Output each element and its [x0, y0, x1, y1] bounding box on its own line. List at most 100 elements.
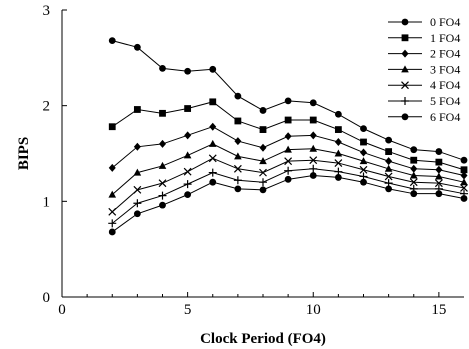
- series-6: [108, 172, 468, 236]
- data-point: [360, 148, 367, 157]
- legend-marker: [401, 34, 409, 42]
- series-1: [108, 98, 468, 174]
- data-point: [435, 165, 443, 174]
- data-point: [410, 190, 418, 198]
- data-point: [108, 228, 116, 236]
- data-point: [234, 92, 242, 100]
- data-point: [309, 172, 317, 179]
- series-5: [108, 164, 468, 228]
- data-point: [259, 107, 267, 114]
- data-point: [434, 179, 443, 188]
- data-point: [208, 139, 217, 147]
- data-point: [384, 164, 393, 172]
- data-point: [158, 179, 167, 188]
- legend-entry: 5 FO4: [388, 94, 460, 108]
- data-point: [208, 154, 217, 163]
- y-tick-label: 2: [43, 99, 51, 115]
- data-point: [334, 159, 343, 167]
- data-point: [159, 139, 166, 148]
- data-point: [360, 138, 367, 146]
- data-point: [209, 178, 217, 186]
- legend-label: 4 FO4: [430, 78, 460, 92]
- x-tick-label: 0: [58, 302, 66, 318]
- data-point: [159, 64, 166, 72]
- data-point: [435, 190, 443, 198]
- data-point: [435, 148, 443, 155]
- data-point: [159, 109, 166, 117]
- data-point: [108, 207, 117, 216]
- data-point: [359, 165, 368, 174]
- data-point: [309, 164, 318, 173]
- data-point: [309, 144, 318, 152]
- data-point: [409, 171, 418, 179]
- data-point: [309, 116, 317, 124]
- data-point: [183, 180, 192, 189]
- data-point: [259, 143, 267, 152]
- data-point: [133, 168, 142, 176]
- data-point: [133, 199, 142, 208]
- data-point: [410, 156, 418, 164]
- y-axis-title: BIPS: [16, 137, 32, 170]
- data-point: [159, 201, 166, 209]
- data-point: [410, 146, 418, 154]
- legend-marker: [401, 18, 409, 26]
- legend-marker: [401, 49, 409, 58]
- data-point: [183, 151, 192, 159]
- data-point: [410, 164, 418, 173]
- ticks: 0 5 10 15 0 1 2 3: [43, 3, 447, 318]
- data-point: [184, 105, 192, 112]
- series-0: [108, 37, 468, 164]
- x-tick-label: 5: [184, 302, 192, 318]
- data-point: [309, 99, 317, 107]
- legend-label: 2 FO4: [430, 47, 460, 61]
- data-point: [334, 110, 342, 118]
- data-point: [460, 195, 468, 202]
- data-point: [133, 43, 141, 51]
- data-point: [284, 175, 292, 183]
- data-point: [309, 131, 317, 140]
- data-point: [385, 185, 393, 193]
- legend-label: 6 FO4: [430, 110, 460, 124]
- data-point: [234, 152, 242, 160]
- legend-entry: 3 FO4: [388, 62, 460, 76]
- series-3: [108, 139, 468, 198]
- data-point: [460, 178, 468, 186]
- data-point: [460, 184, 468, 192]
- data-point: [385, 148, 393, 155]
- data-point: [284, 132, 292, 141]
- data-point: [133, 185, 142, 194]
- data-point: [158, 191, 167, 200]
- data-point: [209, 98, 217, 106]
- data-point: [259, 168, 267, 177]
- legend-marker: [401, 97, 409, 105]
- legend-entry: 4 FO4: [388, 78, 460, 92]
- legend-entry: 0 FO4: [388, 15, 460, 29]
- data-point: [385, 157, 393, 166]
- legend-label: 1 FO4: [430, 31, 460, 45]
- data-point: [158, 161, 167, 169]
- data-point: [284, 97, 292, 105]
- data-point: [360, 178, 367, 186]
- y-tick-label: 1: [43, 194, 51, 210]
- data-point: [460, 156, 468, 164]
- data-point: [309, 156, 318, 165]
- data-point: [183, 167, 192, 176]
- x-axis-title: Clock Period (FO4): [200, 331, 326, 347]
- data-point: [259, 157, 267, 165]
- x-tick-label: 15: [431, 302, 446, 318]
- legend-marker: [401, 113, 409, 121]
- legend-marker: [401, 81, 409, 90]
- data-point: [184, 131, 192, 140]
- data-point: [108, 163, 116, 172]
- data-point: [435, 158, 443, 166]
- data-point: [284, 166, 293, 175]
- data-point: [234, 137, 242, 146]
- data-point: [209, 65, 217, 73]
- series-layer: [108, 37, 468, 236]
- series-2: [108, 122, 468, 180]
- data-point: [359, 157, 368, 165]
- data-point: [385, 136, 393, 144]
- data-point: [284, 116, 292, 124]
- data-point: [234, 117, 242, 125]
